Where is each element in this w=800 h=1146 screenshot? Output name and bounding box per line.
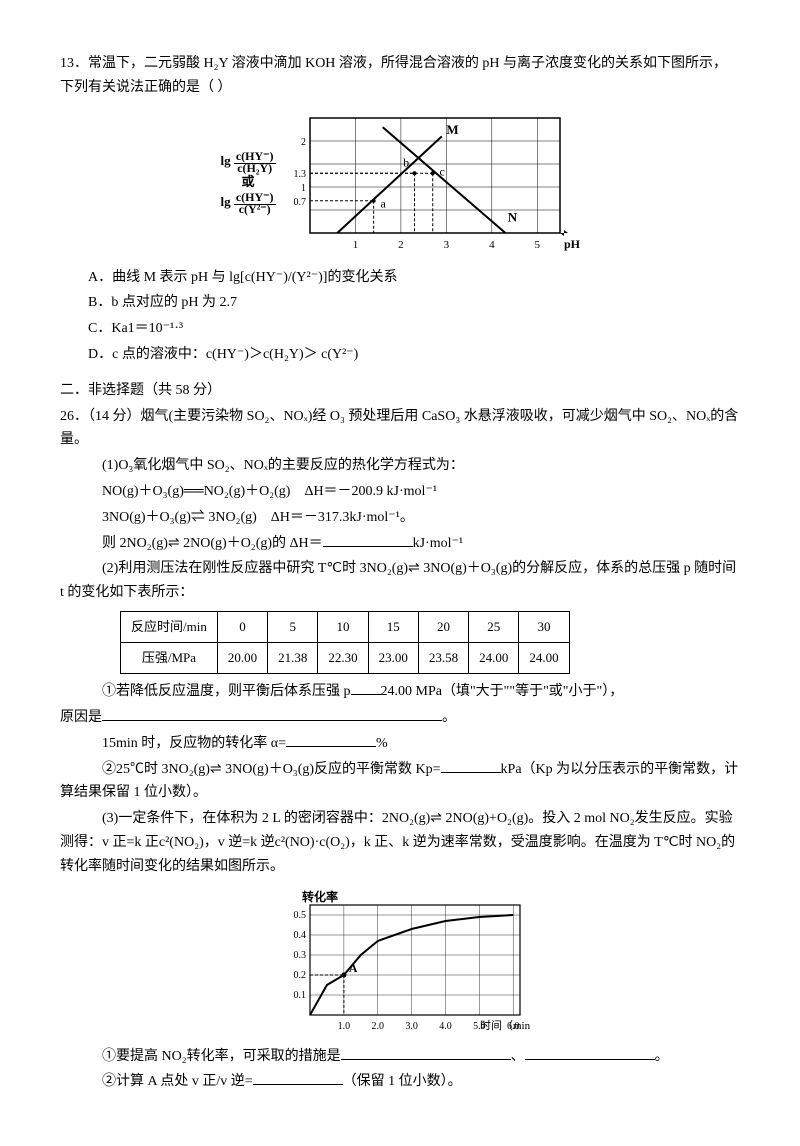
q13-yaxis-label: lg c(HY⁻)c(H₂Y) 或 lg c(HY⁻)c(Y²⁻) (220, 150, 275, 215)
q31c: 。 (655, 1049, 669, 1064)
svg-text:5: 5 (534, 239, 540, 251)
q31b: 、 (511, 1049, 525, 1064)
q26-q32: ②计算 A 点处 v 正/v 逆= （保留 1 位小数）。 (60, 1070, 740, 1094)
table-data-cell: 24.00 (519, 643, 569, 674)
q13-svg: 1 2 3 4 5 0.7 1 1.3 2 pH M Na b c (280, 108, 580, 258)
q13-optC: C．Ka1＝10⁻¹·³ (60, 317, 740, 341)
q31a: ①要提高 NO₂转化率，可采取的措施是 (102, 1049, 341, 1064)
q26-chart3: 1.02.03.04.05.06.00.10.20.30.40.5转化率时间（m… (60, 887, 740, 1037)
q13-optB: B．b 点对应的 pH 为 2.7 (60, 291, 740, 315)
frac-d1: c(H₂Y) (235, 161, 274, 175)
q13-stem: 13．常温下，二元弱酸 H₂Y 溶液中滴加 KOH 溶液，所得混合溶液的 pH … (60, 52, 740, 100)
svg-text:1.3: 1.3 (293, 169, 306, 180)
table-data-cell: 23.00 (368, 643, 418, 674)
svg-text:2.0: 2.0 (371, 1021, 384, 1032)
q26-reason: 原因是。 (60, 706, 740, 730)
svg-text:0.5: 0.5 (294, 910, 307, 921)
t1b: 24.00 MPa（填"大于""等于"或"小于"）， (381, 684, 624, 699)
table-header-cell: 10 (318, 611, 368, 642)
svg-text:时间（min): 时间（min) (480, 1019, 530, 1032)
svg-text:0.1: 0.1 (294, 990, 307, 1001)
q26-p1: (1)O₃氧化烟气中 SO₂、NOₓ的主要反应的热化学方程式为： (60, 454, 740, 478)
svg-text:0.2: 0.2 (294, 970, 307, 981)
table-data-cell: 22.30 (318, 643, 368, 674)
q13-optD: D．c 点的溶液中：c(HY⁻)＞c(H₂Y)＞ c(Y²⁻) (60, 343, 740, 367)
q13-chart: lg c(HY⁻)c(H₂Y) 或 lg c(HY⁻)c(Y²⁻) 1 2 3 4 5 0… (60, 108, 740, 258)
q26-eq3: 则 2NO₂(g)⇌ 2NO(g)＋O₂(g)的 ΔH＝ kJ·mol⁻¹ (60, 532, 740, 556)
eq3-b: kJ·mol⁻¹ (413, 536, 463, 551)
q26-t2: 15min 时，反应物的转化率 α=% (60, 732, 740, 756)
svg-text:4.0: 4.0 (439, 1021, 452, 1032)
svg-text:3.0: 3.0 (405, 1021, 418, 1032)
q13-optA: A．曲线 M 表示 pH 与 lg[c(HY⁻)/(Y²⁻)]的变化关系 (60, 266, 740, 290)
svg-text:转化率: 转化率 (302, 889, 338, 904)
svg-text:0.7: 0.7 (293, 196, 306, 207)
svg-text:0.3: 0.3 (294, 950, 307, 961)
table-header-cell: 30 (519, 611, 569, 642)
q32b: （保留 1 位小数）。 (343, 1074, 462, 1089)
table-header-cell: 15 (368, 611, 418, 642)
q26-t3: ②25℃时 3NO₂(g)⇌ 3NO(g)＋O₃(g)反应的平衡常数 Kp=kP… (60, 758, 740, 806)
svg-text:4: 4 (489, 239, 495, 251)
svg-text:1.0: 1.0 (338, 1021, 351, 1032)
svg-text:1: 1 (352, 239, 358, 251)
table-header-cell: 5 (268, 611, 318, 642)
table-data-cell: 23.58 (418, 643, 468, 674)
svg-text:2: 2 (301, 137, 306, 148)
q32a: ②计算 A 点处 v 正/v 逆= (102, 1074, 253, 1089)
svg-text:b: b (403, 155, 409, 169)
svg-text:A: A (349, 961, 358, 975)
svg-text:2: 2 (398, 239, 404, 251)
q26-q31: ①要提高 NO₂转化率，可采取的措施是 、 。 (60, 1045, 740, 1069)
blank-measure1[interactable] (341, 1045, 511, 1060)
svg-text:c: c (439, 164, 444, 178)
q26-p3: (3)一定条件下，在体积为 2 L 的密闭容器中：2NO₂(g)⇌ 2NO(g)… (60, 807, 740, 878)
table-data-cell: 20.00 (217, 643, 267, 674)
table-header-cell: 0 (217, 611, 267, 642)
q26-svg: 1.02.03.04.05.06.00.10.20.30.40.5转化率时间（m… (270, 887, 530, 1037)
section-ii-title: 二．非选择题（共 58 分） (60, 379, 740, 403)
svg-text:a: a (380, 196, 386, 210)
or-label: 或 (241, 174, 254, 189)
table-data-cell: 压强/MPa (121, 643, 218, 674)
svg-text:M: M (446, 122, 458, 137)
table-data-cell: 21.38 (268, 643, 318, 674)
blank-kp[interactable] (441, 758, 501, 773)
blank-reason[interactable] (102, 706, 442, 721)
lg-prefix-1: lg (220, 153, 230, 168)
q26-table: 反应时间/min051015202530 压强/MPa20.0021.3822.… (120, 611, 570, 674)
svg-text:pH: pH (564, 237, 580, 251)
svg-text:0.4: 0.4 (294, 930, 307, 941)
t1a: ①若降低反应温度，则平衡后体系压强 p (102, 684, 351, 699)
blank-dh[interactable] (323, 532, 413, 547)
table-header-cell: 反应时间/min (121, 611, 218, 642)
eq3-a: 则 2NO₂(g)⇌ 2NO(g)＋O₂(g)的 ΔH＝ (102, 536, 323, 551)
svg-text:3: 3 (443, 239, 449, 251)
table-header-cell: 20 (418, 611, 468, 642)
table-header-cell: 25 (469, 611, 519, 642)
lg-prefix-2: lg (220, 194, 230, 209)
blank-alpha[interactable] (286, 732, 376, 747)
q26-t1: ①若降低反应温度，则平衡后体系压强 p 24.00 MPa（填"大于""等于"或"… (60, 680, 740, 704)
q26-p2: (2)利用测压法在刚性反应器中研究 T℃时 3NO₂(g)⇌ 3NO(g)＋O₃… (60, 557, 740, 605)
t1c: 原因是 (60, 710, 102, 725)
frac-d2: c(Y²⁻) (237, 202, 273, 216)
blank-p[interactable] (351, 680, 381, 695)
q26-eq2: 3NO(g)＋O₃(g)⇌ 3NO₂(g) ΔH＝－317.3kJ·mol⁻¹。 (60, 506, 740, 530)
q26-eq1: NO(g)＋O₃(g)══NO₂(g)＋O₂(g) ΔH＝－200.9 kJ·m… (60, 480, 740, 504)
svg-text:N: N (507, 209, 517, 224)
svg-text:1: 1 (301, 183, 306, 194)
table-data-cell: 24.00 (469, 643, 519, 674)
t3a: ②25℃时 3NO₂(g)⇌ 3NO(g)＋O₃(g)反应的平衡常数 Kp= (102, 762, 441, 777)
blank-measure2[interactable] (525, 1045, 655, 1060)
t2b: % (376, 736, 388, 751)
q26-stem: 26．（14 分）烟气(主要污染物 SO₂、NOₓ)经 O₃ 预处理后用 CaS… (60, 405, 740, 453)
blank-ratio[interactable] (253, 1070, 343, 1085)
t2a: 15min 时，反应物的转化率 α= (102, 736, 286, 751)
